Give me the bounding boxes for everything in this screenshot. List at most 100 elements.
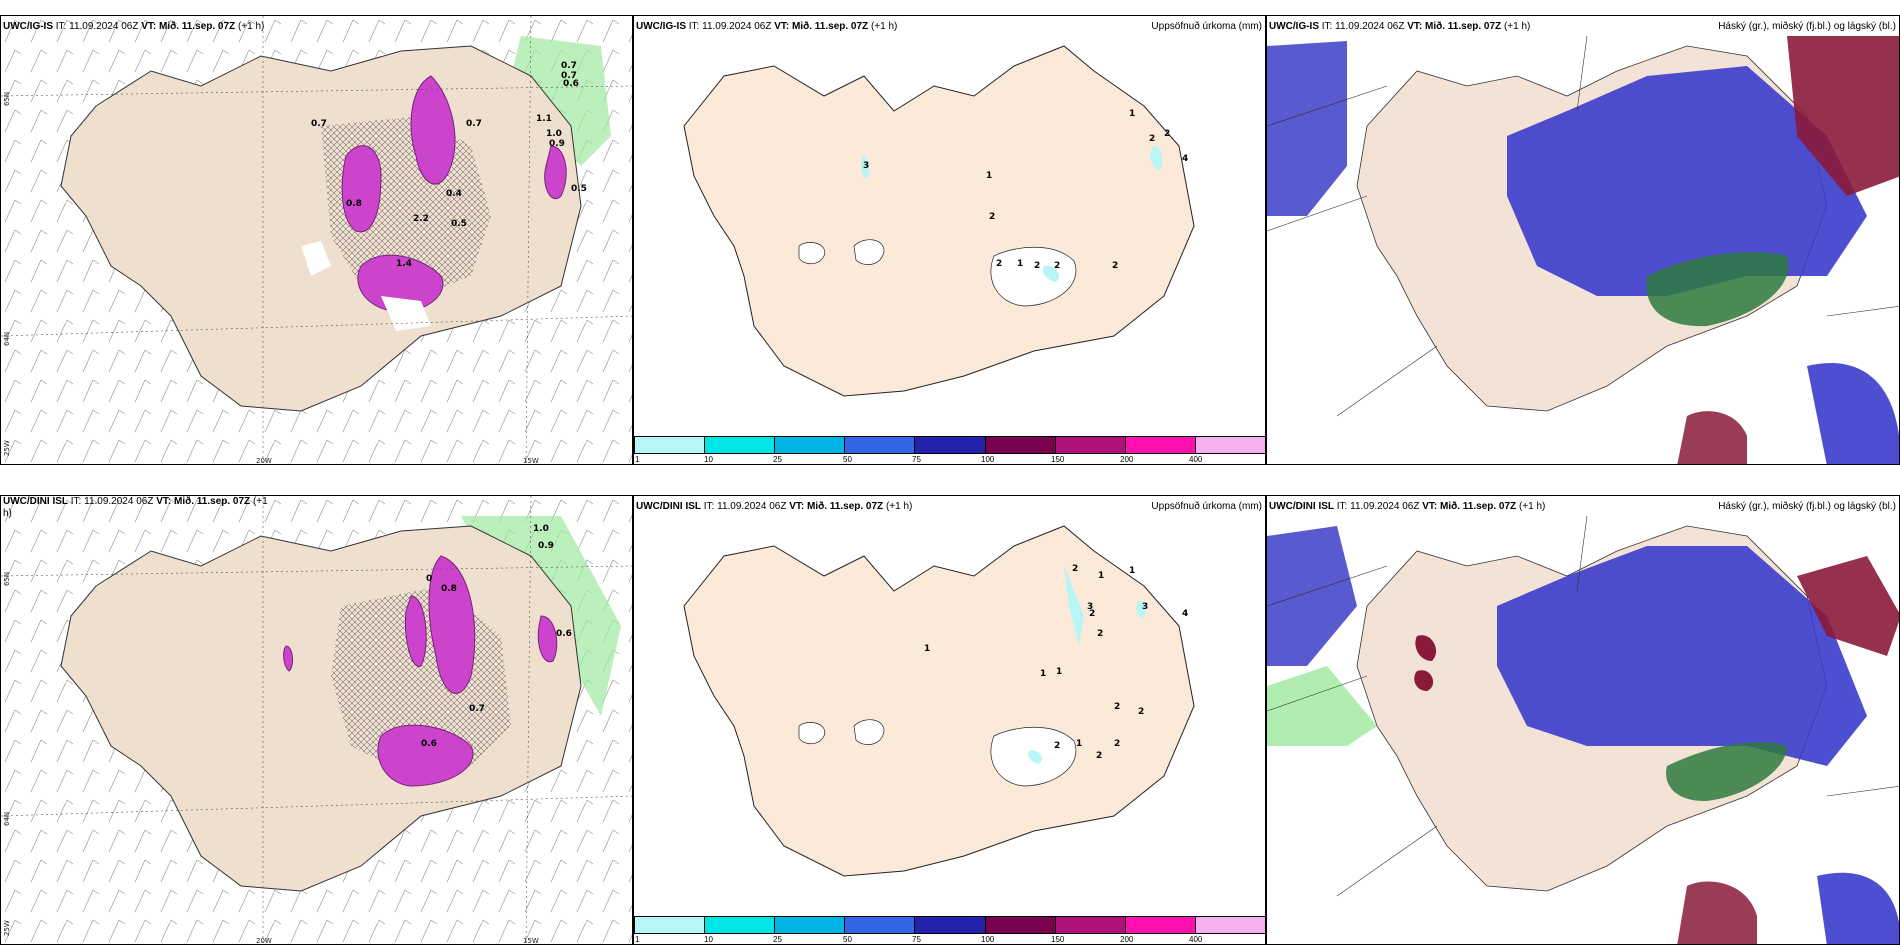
colorbar-swatch bbox=[634, 917, 705, 933]
panel-right-title: Háský (gr.), miðský (fj.bl.) og lágský (… bbox=[1718, 501, 1896, 512]
svg-text:0.4: 0.4 bbox=[446, 189, 462, 199]
svg-text:65N: 65N bbox=[3, 572, 11, 586]
colorbar-swatch bbox=[844, 437, 915, 453]
svg-text:0: 0 bbox=[426, 574, 432, 584]
svg-text:2: 2 bbox=[1164, 129, 1170, 139]
mid-cloud-area bbox=[1507, 66, 1867, 296]
svg-text:2: 2 bbox=[1114, 739, 1120, 749]
colorbar-swatch bbox=[1124, 437, 1195, 453]
svg-text:0.8: 0.8 bbox=[346, 199, 362, 209]
svg-text:0.7: 0.7 bbox=[466, 119, 482, 129]
svg-text:2: 2 bbox=[996, 259, 1002, 269]
svg-text:1: 1 bbox=[1129, 566, 1135, 576]
colorbar-swatch bbox=[634, 437, 705, 453]
colorbar-swatch bbox=[914, 917, 985, 933]
colorbar-swatch bbox=[1054, 437, 1125, 453]
svg-text:2: 2 bbox=[1034, 261, 1040, 271]
magenta-precip bbox=[428, 555, 476, 694]
precip-colorbar: 1 10 25 50 75 100 150 200 400 bbox=[634, 916, 1265, 944]
svg-text:2: 2 bbox=[1054, 261, 1060, 271]
svg-text:2.2: 2.2 bbox=[413, 214, 429, 224]
colorbar-swatch bbox=[1194, 917, 1265, 933]
svg-text:3: 3 bbox=[863, 161, 869, 171]
panel-row1-precip-map: UWC/IG-IS IT: 11.09.2024 06Z VT: Mið. 11… bbox=[633, 15, 1266, 465]
svg-text:1: 1 bbox=[986, 171, 992, 181]
svg-text:1.0: 1.0 bbox=[546, 129, 562, 139]
colorbar-swatch bbox=[1054, 917, 1125, 933]
svg-text:0.8: 0.8 bbox=[441, 584, 457, 594]
green-cloud-area bbox=[1646, 252, 1789, 327]
cloud-map bbox=[1267, 35, 1899, 464]
cloud-map bbox=[1267, 515, 1899, 944]
precip-map: 3 1 2 1 2 2 4 2 1 2 2 2 bbox=[683, 45, 1195, 397]
svg-text:1: 1 bbox=[1098, 571, 1104, 581]
colorbar-swatch bbox=[774, 917, 845, 933]
panel-row2-wind-map: UWC/DINI ISL IT: 11.09.2024 06Z VT: Mið.… bbox=[0, 495, 633, 945]
svg-text:2: 2 bbox=[1138, 707, 1144, 717]
glacier bbox=[990, 246, 1077, 307]
svg-text:0.6: 0.6 bbox=[563, 79, 579, 89]
svg-text:1: 1 bbox=[924, 644, 930, 654]
svg-text:15W: 15W bbox=[523, 937, 539, 945]
svg-text:64N: 64N bbox=[3, 332, 11, 346]
panel-right-title: Uppsöfnuð úrkoma (mm) bbox=[1151, 501, 1262, 512]
svg-text:0.9: 0.9 bbox=[538, 541, 554, 551]
svg-text:0.6: 0.6 bbox=[556, 629, 572, 639]
svg-text:1: 1 bbox=[1040, 669, 1046, 679]
svg-text:65N: 65N bbox=[3, 92, 11, 106]
svg-text:15W: 15W bbox=[523, 457, 539, 465]
panel-title: UWC/IG-IS IT: 11.09.2024 06Z VT: Mið. 11… bbox=[636, 21, 898, 32]
svg-text:2: 2 bbox=[1149, 134, 1155, 144]
svg-text:2: 2 bbox=[1114, 702, 1120, 712]
svg-text:4: 4 bbox=[1182, 609, 1188, 619]
svg-text:3: 3 bbox=[1142, 602, 1148, 612]
svg-text:0.7: 0.7 bbox=[561, 71, 577, 81]
svg-text:2: 2 bbox=[1054, 741, 1060, 751]
colorbar-swatch bbox=[844, 917, 915, 933]
panel-row2-cloud-map: UWC/DINI ISL IT: 11.09.2024 06Z VT: Mið.… bbox=[1266, 495, 1900, 945]
panel-right-title: Uppsöfnuð úrkoma (mm) bbox=[1151, 21, 1262, 32]
svg-text:2: 2 bbox=[1072, 564, 1078, 574]
mid-cloud-area bbox=[1497, 546, 1867, 766]
svg-text:2: 2 bbox=[1089, 609, 1095, 619]
panel-row1-cloud-map: UWC/IG-IS IT: 11.09.2024 06Z VT: Mið. 11… bbox=[1266, 15, 1900, 465]
colorbar-swatch bbox=[984, 917, 1055, 933]
colorbar-swatch bbox=[984, 437, 1055, 453]
svg-text:4: 4 bbox=[1182, 154, 1188, 164]
low-cloud-area bbox=[1267, 526, 1357, 666]
panel-title: UWC/DINI ISL IT: 11.09.2024 06Z VT: Mið.… bbox=[636, 501, 913, 512]
wind-precip-map: 65N 64N 25W 20W 15W 1.0 0.9 0 0.8 0.6 0.… bbox=[1, 496, 632, 945]
svg-text:0.7: 0.7 bbox=[561, 61, 577, 71]
svg-text:1: 1 bbox=[1017, 259, 1023, 269]
svg-text:0.5: 0.5 bbox=[451, 219, 467, 229]
panel-title: UWC/IG-IS IT: 11.09.2024 06Z VT: Mið. 11… bbox=[1269, 21, 1531, 32]
colorbar-swatch bbox=[774, 437, 845, 453]
svg-text:2: 2 bbox=[1097, 629, 1103, 639]
svg-text:0.9: 0.9 bbox=[549, 139, 565, 149]
precip-map: 2 1 1 3 2 2 3 4 1 1 1 2 2 2 1 2 2 bbox=[683, 525, 1195, 877]
colorbar-swatch bbox=[914, 437, 985, 453]
green-cloud-area bbox=[1267, 666, 1377, 746]
svg-text:2: 2 bbox=[1112, 261, 1118, 271]
panel-title: UWC/DINI ISL IT: 11.09.2024 06Z VT: Mið.… bbox=[3, 496, 268, 519]
high-cloud-area bbox=[1797, 556, 1899, 656]
svg-text:1: 1 bbox=[1056, 667, 1062, 677]
panel-title: UWC/DINI ISL IT: 11.09.2024 06Z VT: Mið.… bbox=[1269, 501, 1546, 512]
colorbar-swatch bbox=[704, 917, 775, 933]
svg-text:25W: 25W bbox=[3, 920, 11, 936]
svg-text:2: 2 bbox=[1096, 751, 1102, 761]
svg-text:0.5: 0.5 bbox=[571, 184, 587, 194]
svg-text:1: 1 bbox=[1129, 109, 1135, 119]
svg-text:25W: 25W bbox=[3, 440, 11, 456]
svg-text:64N: 64N bbox=[3, 812, 11, 826]
green-precip-area bbox=[511, 36, 611, 166]
svg-text:1.1: 1.1 bbox=[536, 114, 552, 124]
svg-text:0.7: 0.7 bbox=[311, 119, 327, 129]
panel-title: UWC/IG-IS IT: 11.09.2024 06Z VT: Mið. 11… bbox=[3, 21, 265, 32]
iceland-landmass bbox=[683, 45, 1195, 397]
panel-right-title: Háský (gr.), miðský (fj.bl.) og lágský (… bbox=[1718, 21, 1896, 32]
svg-text:1.0: 1.0 bbox=[533, 524, 549, 534]
panel-row1-wind-map: UWC/IG-IS IT: 11.09.2024 06Z VT: Mið. 11… bbox=[0, 15, 633, 465]
svg-text:1: 1 bbox=[1076, 739, 1082, 749]
high-cloud-area bbox=[1787, 36, 1899, 196]
